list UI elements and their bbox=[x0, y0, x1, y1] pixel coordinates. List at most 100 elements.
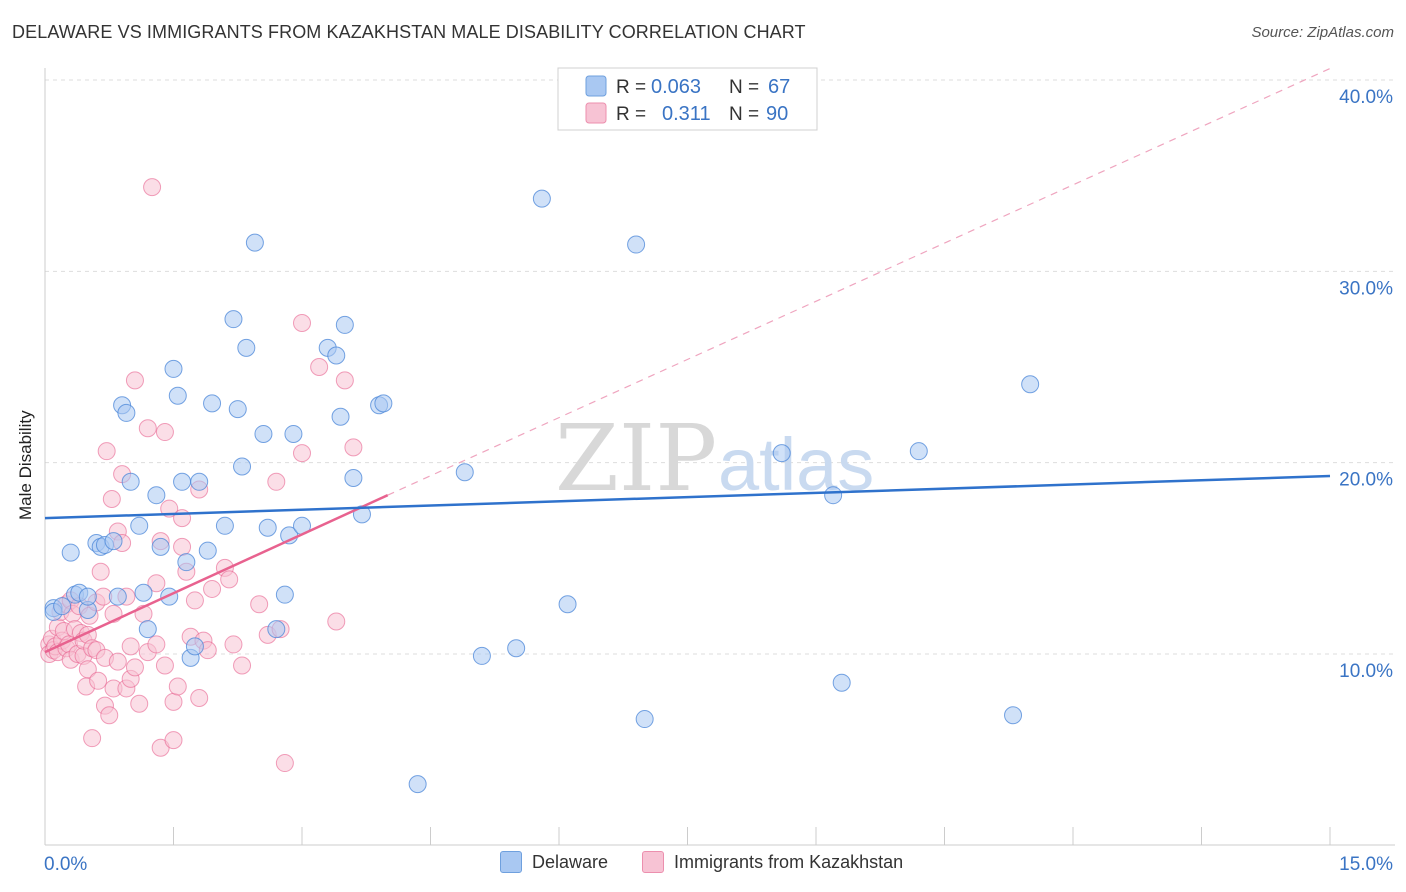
kazakhstan-point-27 bbox=[83, 729, 102, 748]
bottom-legend: Delaware Immigrants from Kazakhstan bbox=[500, 851, 927, 873]
delaware-point-20 bbox=[151, 537, 170, 556]
delaware-point-51 bbox=[374, 394, 393, 413]
series-delaware-points bbox=[44, 189, 1040, 794]
legend-r-label-1: R = bbox=[616, 77, 646, 98]
delaware-point-17 bbox=[134, 583, 153, 602]
kazakhstan-point-66 bbox=[173, 537, 192, 556]
kazakhstan-trend-extension bbox=[387, 67, 1331, 496]
kazakhstan-point-65 bbox=[173, 509, 192, 528]
kazakhstan-point-49 bbox=[125, 658, 144, 677]
delaware-point-55 bbox=[507, 639, 526, 658]
delaware-point-61 bbox=[824, 486, 843, 505]
kazakhstan-point-81 bbox=[267, 472, 286, 491]
delaware-point-30 bbox=[203, 394, 222, 413]
kazakhstan-trend-line bbox=[44, 494, 389, 654]
legend-n-label-2: N = bbox=[729, 104, 759, 125]
delaware-point-57 bbox=[558, 595, 577, 614]
delaware-point-54 bbox=[472, 646, 491, 665]
source-label: Source: ZipAtlas.com bbox=[1251, 24, 1394, 41]
delaware-point-16 bbox=[130, 516, 149, 535]
chart-title: DELAWARE VS IMMIGRANTS FROM KAZAKHSTAN M… bbox=[12, 22, 806, 42]
delaware-point-29 bbox=[198, 541, 217, 560]
delaware-point-65 bbox=[1021, 375, 1040, 394]
stats-legend: R = 0.063 N = 67 R = 0.311 N = 90 bbox=[557, 67, 818, 131]
kazakhstan-point-89 bbox=[344, 438, 363, 457]
delaware-point-48 bbox=[344, 468, 363, 487]
x-tick-label-1: 15.0% bbox=[1339, 854, 1393, 875]
delaware-point-14 bbox=[117, 403, 136, 422]
kazakhstan-point-74 bbox=[203, 579, 222, 598]
delaware-point-38 bbox=[258, 518, 277, 537]
delaware-point-53 bbox=[455, 463, 474, 482]
kazakhstan-point-30 bbox=[89, 671, 108, 690]
delaware-point-19 bbox=[147, 486, 166, 505]
kazakhstan-point-56 bbox=[147, 635, 166, 654]
delaware-point-23 bbox=[168, 386, 187, 405]
delaware-point-25 bbox=[177, 553, 196, 572]
delaware-point-64 bbox=[1004, 706, 1023, 725]
kazakhstan-point-84 bbox=[293, 444, 311, 463]
delaware-point-39 bbox=[267, 620, 286, 639]
legend-n-value-1: 67 bbox=[768, 76, 790, 98]
delaware-point-27 bbox=[185, 637, 204, 656]
kazakhstan-point-48 bbox=[125, 371, 144, 390]
y-tick-label-0: 10.0% bbox=[1339, 661, 1393, 682]
kazakhstan-point-46 bbox=[121, 637, 140, 656]
legend-n-label-1: N = bbox=[729, 77, 759, 98]
legend-swatch-blue bbox=[500, 851, 522, 873]
kazakhstan-point-70 bbox=[190, 689, 209, 708]
delaware-point-59 bbox=[635, 710, 654, 729]
kazakhstan-point-77 bbox=[224, 635, 243, 654]
watermark-zip: ZIP bbox=[555, 405, 717, 512]
delaware-point-7 bbox=[78, 587, 97, 606]
delaware-point-45 bbox=[327, 346, 346, 365]
delaware-point-62 bbox=[832, 673, 851, 692]
delaware-point-35 bbox=[237, 338, 256, 357]
gridlines bbox=[45, 79, 1395, 655]
kazakhstan-point-69 bbox=[185, 591, 204, 610]
delaware-point-11 bbox=[104, 532, 123, 551]
kazakhstan-point-53 bbox=[138, 419, 157, 438]
kazakhstan-point-78 bbox=[233, 656, 252, 675]
kazakhstan-point-76 bbox=[220, 570, 239, 589]
delaware-point-18 bbox=[138, 620, 157, 639]
trend-lines bbox=[44, 67, 1331, 654]
delaware-point-42 bbox=[284, 424, 303, 443]
x-tick-labels: 0.0% 15.0% bbox=[44, 854, 1393, 875]
legend-item-kazakhstan: Immigrants from Kazakhstan bbox=[642, 851, 903, 873]
kazakhstan-point-87 bbox=[327, 612, 346, 631]
kazakhstan-point-83 bbox=[275, 754, 294, 773]
delaware-point-22 bbox=[164, 359, 183, 378]
legend-label-delaware: Delaware bbox=[532, 851, 609, 872]
delaware-point-52 bbox=[408, 775, 427, 794]
kazakhstan-point-62 bbox=[164, 731, 183, 750]
delaware-point-24 bbox=[173, 472, 192, 491]
delaware-point-28 bbox=[190, 472, 209, 491]
kazakhstan-point-64 bbox=[168, 677, 187, 696]
delaware-point-12 bbox=[108, 587, 127, 606]
legend-r-value-2: 0.311 bbox=[662, 103, 711, 125]
y-axis-label: Male Disability bbox=[16, 410, 35, 520]
delaware-point-34 bbox=[233, 457, 252, 476]
delaware-point-33 bbox=[228, 400, 247, 419]
kazakhstan-point-50 bbox=[130, 694, 149, 713]
y-tick-label-2: 30.0% bbox=[1339, 278, 1393, 299]
delaware-point-31 bbox=[215, 516, 234, 535]
delaware-point-40 bbox=[275, 585, 294, 604]
delaware-point-58 bbox=[627, 235, 646, 254]
legend-item-delaware: Delaware bbox=[500, 851, 608, 873]
kazakhstan-point-85 bbox=[293, 313, 311, 332]
delaware-point-56 bbox=[532, 189, 551, 208]
legend-r-value-1: 0.063 bbox=[651, 76, 701, 98]
kazakhstan-point-59 bbox=[155, 656, 174, 675]
legend-label-kazakhstan: Immigrants from Kazakhstan bbox=[674, 851, 904, 872]
legend-r-label-2: R = bbox=[616, 104, 646, 125]
kazakhstan-point-60 bbox=[155, 423, 174, 442]
legend-n-value-2: 90 bbox=[766, 103, 788, 125]
delaware-point-3 bbox=[61, 543, 80, 562]
legend-swatch-pink bbox=[642, 851, 665, 873]
kazakhstan-point-36 bbox=[100, 706, 119, 725]
kazakhstan-point-37 bbox=[102, 490, 121, 509]
y-tick-label-3: 40.0% bbox=[1339, 87, 1393, 108]
